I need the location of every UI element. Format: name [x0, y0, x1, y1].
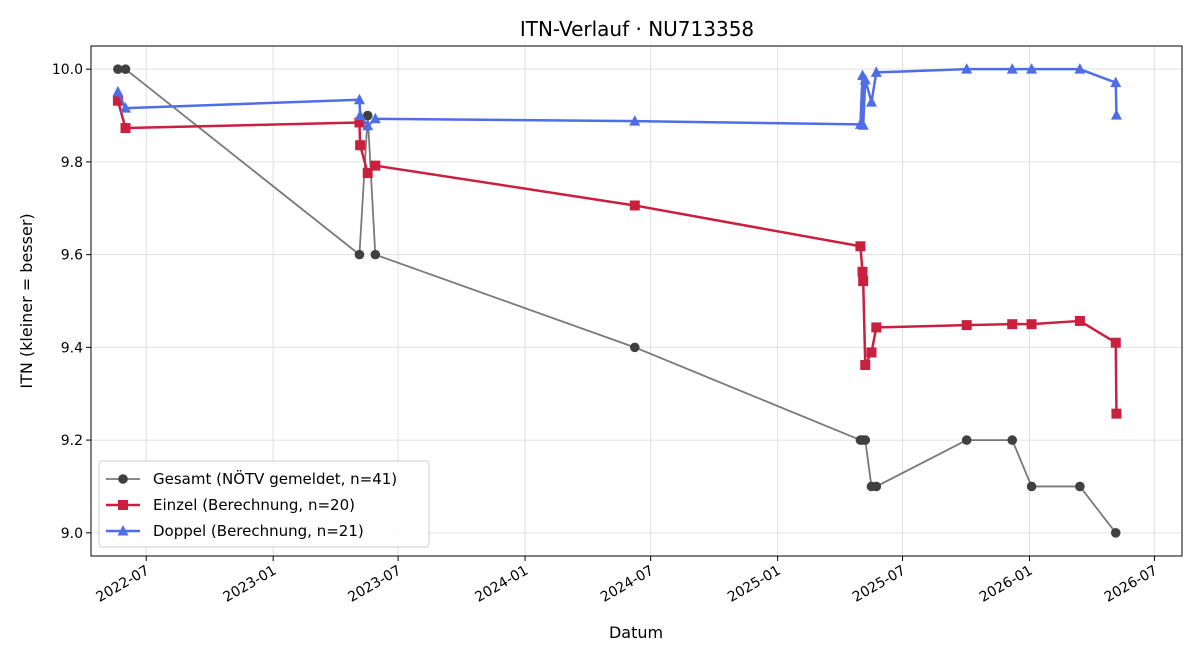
data-point — [857, 119, 869, 130]
data-point — [370, 249, 381, 260]
series-line — [116, 100, 1118, 414]
legend-label: Einzel (Berechnung, n=20) — [153, 496, 355, 514]
data-point — [1110, 109, 1122, 120]
data-point — [112, 85, 124, 97]
series-layer — [112, 63, 1122, 538]
data-point — [355, 140, 366, 151]
data-point — [961, 63, 973, 74]
data-point — [855, 241, 866, 252]
data-point — [629, 342, 640, 353]
y-tick-label: 9.4 — [61, 340, 83, 356]
legend-marker — [118, 474, 128, 484]
legend-marker — [118, 500, 128, 510]
legend: Gesamt (NÖTV gemeldet, n=41) Einzel (Bere… — [98, 460, 430, 548]
data-point — [961, 435, 972, 445]
data-point — [370, 160, 381, 171]
series-line — [116, 67, 1118, 127]
data-point — [120, 64, 131, 74]
data-point — [1110, 76, 1122, 88]
data-point — [1026, 319, 1037, 330]
data-point — [112, 95, 123, 106]
y-tick-label: 9.0 — [61, 526, 83, 542]
data-point — [1007, 319, 1018, 330]
series-2 — [112, 63, 1122, 131]
data-point — [859, 73, 871, 85]
data-point — [1075, 481, 1085, 492]
data-point — [362, 110, 373, 121]
x-tick-label: 2026-07 — [1102, 563, 1161, 606]
data-point — [354, 117, 365, 128]
data-point — [961, 320, 972, 331]
data-point — [1110, 337, 1121, 348]
plot-frame — [90, 45, 1183, 557]
data-point — [1006, 63, 1018, 74]
data-point — [1110, 528, 1121, 538]
data-point — [857, 266, 868, 277]
x-tick-label: 2025-01 — [725, 563, 784, 606]
x-tick-label: 2024-07 — [598, 563, 657, 606]
legend-marker — [117, 525, 129, 536]
legend-item: Gesamt (NÖTV gemeldet, n=41) — [106, 469, 397, 488]
data-point — [858, 276, 869, 287]
data-point — [113, 64, 123, 74]
legend-label: Doppel (Berechnung, n=21) — [153, 522, 364, 540]
data-point — [354, 109, 366, 121]
data-point — [629, 115, 641, 126]
data-point — [865, 96, 877, 107]
legend-box — [98, 460, 430, 548]
data-point — [1074, 63, 1086, 74]
x-tick-label: 2022-07 — [94, 563, 153, 606]
x-tick-label: 2024-01 — [472, 563, 531, 606]
data-point — [871, 322, 882, 333]
gridlines — [91, 46, 1182, 556]
data-point — [369, 112, 381, 124]
data-point — [1007, 435, 1018, 445]
data-point — [120, 123, 131, 134]
legend-item: Doppel (Berechnung, n=21) — [106, 522, 364, 540]
x-axis-label: Datum — [609, 623, 663, 642]
data-point — [1074, 315, 1085, 326]
y-tick-label: 9.2 — [61, 433, 83, 449]
y-axis-label: ITN (kleiner = besser) — [17, 213, 36, 388]
data-point — [1026, 63, 1038, 74]
data-point — [871, 481, 882, 492]
x-tick-label: 2023-07 — [345, 563, 404, 606]
data-point — [860, 359, 871, 370]
data-point — [870, 66, 882, 77]
y-tick-label: 10.0 — [52, 62, 83, 78]
x-tick-label: 2023-01 — [221, 563, 280, 606]
y-tick-label: 9.6 — [61, 248, 83, 264]
x-axis-ticks: 2022-07 2023-01 2023-07 2024-01 2024-07 2025-… — [94, 556, 1161, 606]
y-tick-label: 9.8 — [61, 155, 83, 171]
data-point — [362, 168, 373, 179]
series-0 — [113, 64, 1121, 538]
data-point — [362, 119, 374, 131]
legend-item: Einzel (Berechnung, n=20) — [106, 496, 355, 514]
chart-title: ITN-Verlauf · NU713358 — [520, 17, 754, 41]
data-point — [1111, 408, 1122, 419]
legend-label: Gesamt (NÖTV gemeldet, n=41) — [153, 469, 397, 488]
data-point — [860, 435, 871, 445]
data-point — [353, 93, 365, 105]
x-tick-label: 2026-01 — [977, 563, 1036, 606]
series-1 — [112, 95, 1122, 419]
data-point — [629, 200, 640, 211]
x-tick-label: 2025-07 — [850, 563, 909, 606]
data-point — [354, 249, 365, 260]
data-point — [1026, 481, 1037, 492]
data-point — [120, 102, 132, 113]
data-point — [866, 347, 877, 358]
y-axis-ticks: 9.0 9.2 9.4 9.6 9.8 10.0 — [52, 62, 91, 542]
